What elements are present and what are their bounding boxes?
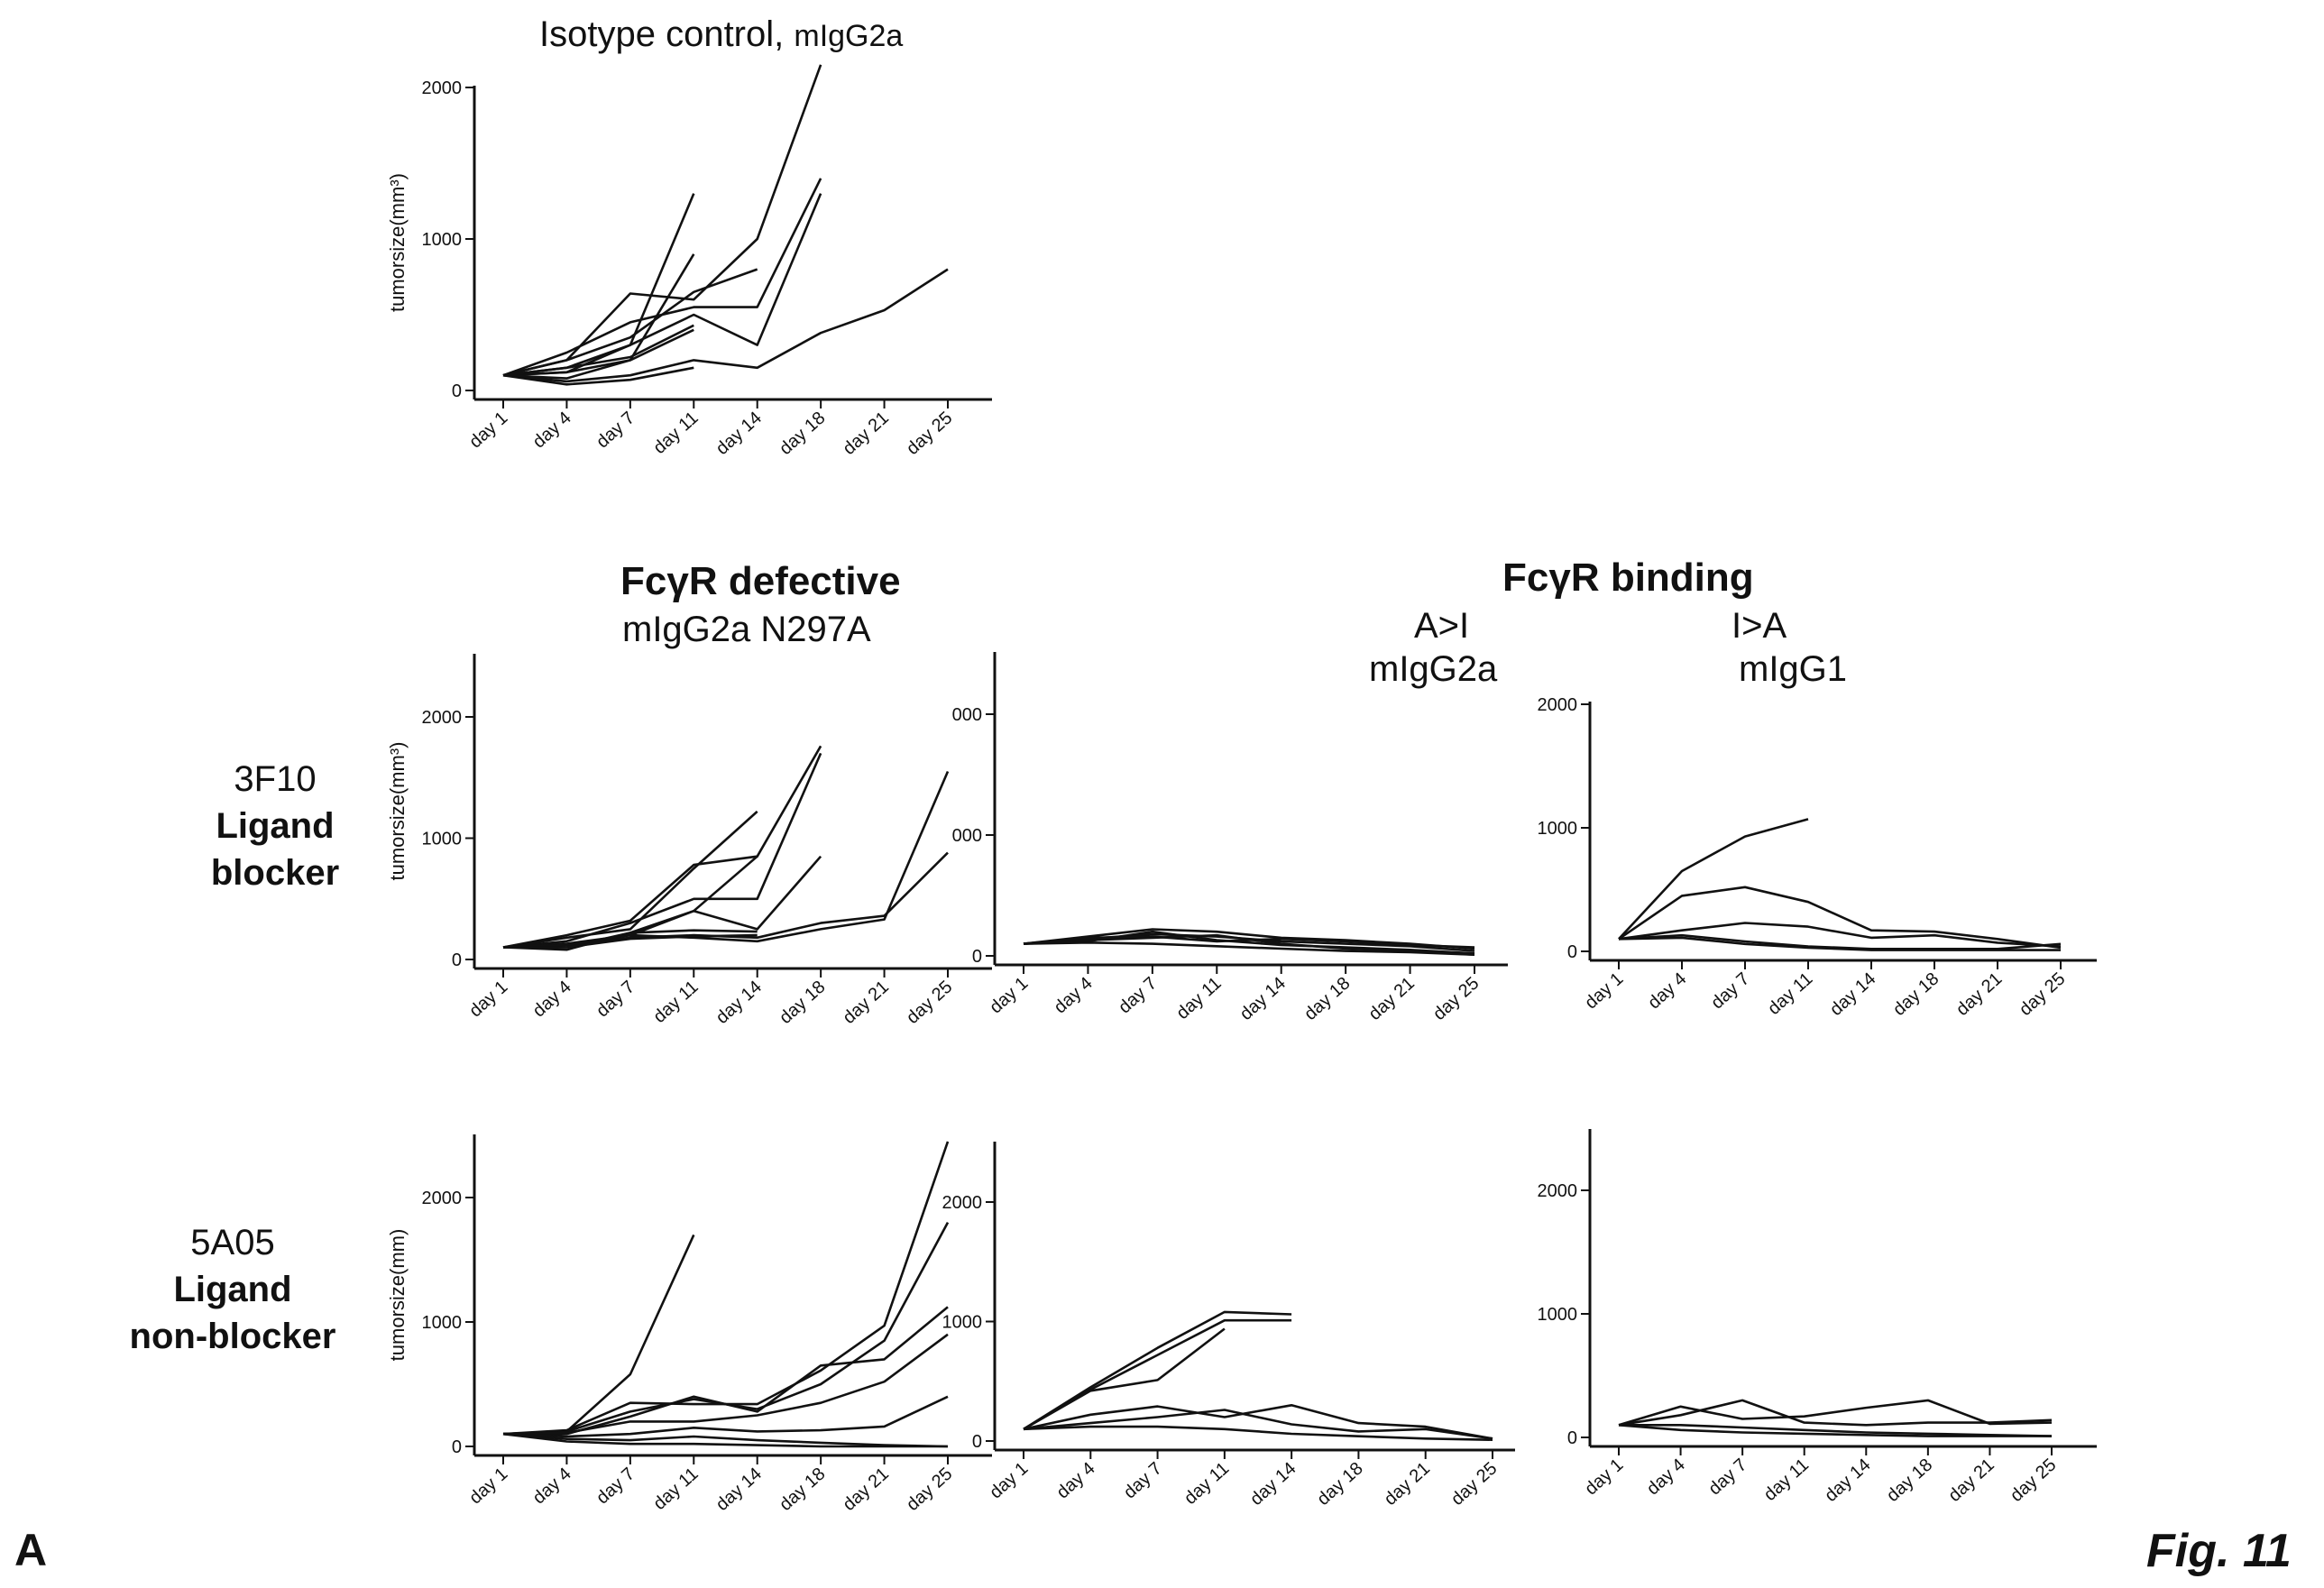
series-line-3 — [502, 810, 758, 949]
series-line-5 — [502, 178, 822, 377]
y-tick-label: 0 — [1567, 942, 1577, 962]
series-line-9 — [503, 933, 758, 949]
series-line-3 — [1023, 1327, 1226, 1430]
series-line-6 — [1023, 933, 1475, 956]
y-axis-label: tumorsize(mm³) — [386, 742, 409, 881]
y-tick-label: 1000 — [942, 1313, 983, 1333]
panel-letter: A — [14, 1525, 48, 1575]
row2-label: 5A05 Ligand non-blocker — [106, 1219, 359, 1360]
series-line-2 — [1618, 1399, 2053, 1427]
row2-label-ligand: Ligand — [173, 1270, 292, 1309]
y-tick-label: 1000 — [422, 230, 463, 250]
y-tick-label: 0 — [452, 950, 462, 970]
y-tick-label: 2000 — [422, 708, 463, 728]
series-line-9 — [502, 328, 694, 380]
series-line-4 — [1023, 941, 1475, 956]
series-line-1 — [1618, 818, 1809, 941]
row1-label: 3F10 Ligand blocker — [180, 756, 370, 896]
series-line-10 — [502, 324, 694, 377]
y-tick-label: 1000 — [1538, 1305, 1578, 1325]
series-line-1 — [502, 752, 822, 949]
y-tick-label: 1000 — [422, 1313, 463, 1333]
y-axis-label: tumorsize(mm³) — [386, 173, 409, 312]
series-line-2 — [1618, 886, 2062, 950]
x-tick-label: day 11 — [1760, 1455, 1813, 1505]
series-line-6 — [502, 193, 822, 377]
y-tick-label: 000 — [952, 826, 982, 846]
isotype-title-main: Isotype control, — [539, 14, 785, 54]
y-tick-label: 1000 — [1538, 819, 1578, 839]
figure-label: Fig. 11 — [2146, 1525, 2292, 1577]
y-tick-label: 2000 — [1538, 695, 1578, 715]
series-line-8 — [502, 366, 694, 386]
row1-label-code: 3F10 — [234, 759, 317, 799]
series-line-7 — [502, 1432, 949, 1448]
isotype-chart-title: Isotype control, mIgG2a — [539, 14, 903, 55]
series-line-2 — [502, 745, 822, 949]
series-line-5 — [1023, 1409, 1493, 1440]
series-line-4 — [1023, 1404, 1493, 1440]
series-line-5 — [502, 1333, 949, 1436]
row2-label-type: non-blocker — [129, 1317, 336, 1356]
y-tick-label: 0 — [972, 1432, 982, 1452]
y-tick-label: 0 — [1567, 1428, 1577, 1448]
y-tick-label: 0 — [452, 1437, 462, 1457]
x-tick-label: day 14 — [1821, 1455, 1874, 1506]
series-line-8 — [502, 1432, 948, 1448]
y-tick-label: 2000 — [422, 1189, 463, 1208]
series-line-6 — [502, 770, 950, 949]
y-tick-label: 0 — [972, 947, 982, 967]
series-line-8 — [502, 929, 758, 951]
series-line-7 — [502, 268, 949, 383]
x-tick-label: day 18 — [1883, 1455, 1936, 1506]
col2-title: A>I — [1414, 606, 1470, 646]
series-line-6 — [502, 1395, 949, 1438]
y-axis-label: tumorsize(mm) — [386, 1229, 409, 1362]
series-line-3 — [1618, 922, 2062, 948]
isotype-title-sub: mIgG2a — [794, 19, 904, 53]
row1-label-type: blocker — [210, 853, 340, 893]
col3-title: I>A — [1732, 606, 1787, 646]
col1-title: FcγR defective — [620, 559, 901, 603]
y-tick-label: 2000 — [1538, 1181, 1578, 1201]
series-line-1 — [1023, 1310, 1292, 1430]
x-tick-label: day 4 — [1643, 1455, 1689, 1499]
y-tick-label: 0 — [452, 381, 462, 401]
col23-title: FcγR binding — [1502, 555, 1754, 600]
row1-label-ligand: Ligand — [216, 806, 335, 846]
series-line-4 — [1618, 1424, 2052, 1437]
series-line-4 — [502, 268, 758, 377]
row2-label-code: 5A05 — [190, 1223, 275, 1262]
y-tick-label: 2000 — [942, 1193, 983, 1213]
series-line-6 — [1023, 1425, 1493, 1441]
col3-subtitle: mIgG1 — [1739, 649, 1848, 689]
series-line-5 — [1618, 936, 2061, 951]
series-line-1 — [1618, 1399, 2053, 1427]
x-tick-label: day 21 — [1944, 1455, 1998, 1506]
y-tick-label: 2000 — [422, 78, 463, 98]
col2-subtitle: mIgG2a — [1369, 649, 1498, 689]
x-tick-label: day 25 — [2007, 1455, 2060, 1506]
x-tick-label: day 1 — [1581, 1455, 1627, 1499]
x-tick-label: day 7 — [1704, 1455, 1750, 1499]
col1-subtitle: mIgG2a N297A — [622, 610, 871, 649]
series-line-3 — [1619, 1424, 2053, 1437]
y-tick-label: 1000 — [422, 830, 463, 849]
y-tick-label: 000 — [952, 705, 982, 725]
